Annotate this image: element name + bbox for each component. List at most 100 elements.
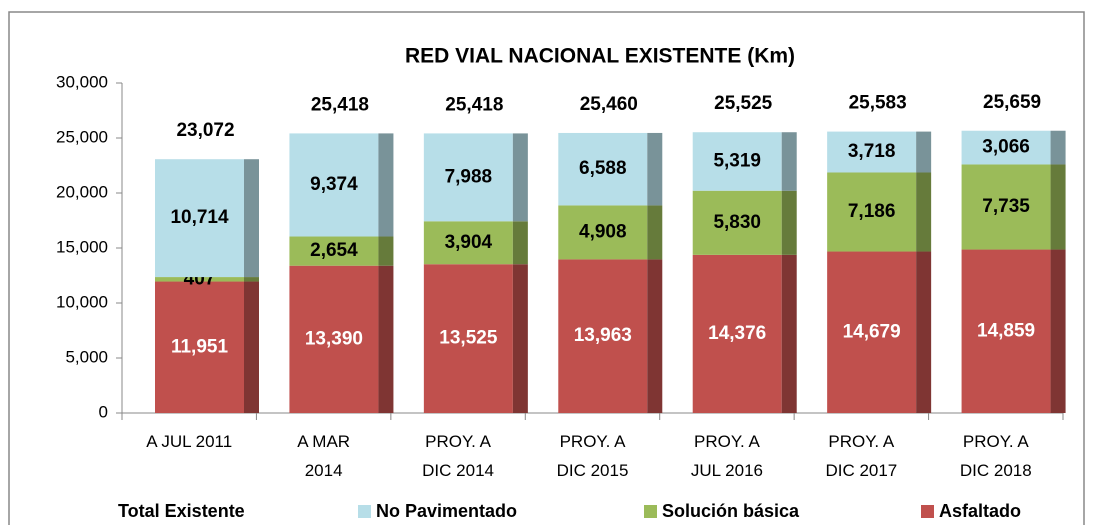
data-label: 4,908: [579, 221, 627, 242]
x-tick-line: PROY. A: [963, 432, 1029, 451]
data-label: 5,830: [713, 212, 761, 233]
bar-segment: [692, 190, 782, 255]
bar-side: [781, 254, 797, 413]
data-label: 3,904: [445, 232, 493, 253]
data-label: 10,714: [170, 207, 229, 228]
bar-side: [781, 190, 797, 255]
y-tick-label: 30,000: [56, 72, 108, 91]
x-tick-line: DIC 2015: [557, 461, 629, 480]
legend-swatch: [358, 505, 371, 518]
bar-segment: [423, 221, 513, 265]
x-tick-line: PROY. A: [560, 432, 626, 451]
y-tick-label: 15,000: [56, 237, 108, 256]
x-tick-label: A MAR 2014: [297, 432, 350, 480]
data-label: 14,376: [708, 323, 766, 344]
bar-side: [244, 277, 259, 282]
y-tick-label: 5,000: [65, 347, 108, 366]
bar-segment: [692, 132, 782, 191]
x-tick-line: DIC 2018: [960, 461, 1032, 480]
bar-side: [647, 205, 663, 260]
bar-side: [916, 251, 932, 413]
x-tick-line: 2014: [305, 461, 343, 480]
bar-segment: [692, 254, 782, 413]
bar-side: [512, 133, 528, 222]
legend-swatch: [644, 505, 657, 518]
data-label: 5,319: [713, 150, 761, 171]
x-tick-line: PROY. A: [425, 432, 491, 451]
legend-label: Total Existente: [118, 501, 245, 521]
bar-segment: [155, 159, 244, 278]
data-label: 7,735: [982, 196, 1030, 217]
bar-side: [647, 259, 663, 413]
bar-segment: [961, 249, 1051, 413]
bar-segment: [558, 132, 648, 206]
bar-side: [378, 133, 394, 237]
bar-segment: [289, 265, 379, 413]
bar-segment: [423, 264, 513, 413]
bar-segment: [827, 131, 917, 173]
bar-segment: [558, 259, 648, 413]
total-label: 25,460: [580, 94, 638, 115]
data-label: 13,525: [439, 328, 498, 349]
bar-side: [1050, 164, 1066, 250]
data-label: 2,654: [310, 240, 358, 261]
bar-segment: [961, 130, 1051, 165]
x-tick-line: A JUL 2011: [146, 432, 232, 451]
y-tick-label: 0: [99, 402, 108, 421]
bar-segment: [558, 205, 648, 260]
x-tick-line: PROY. A: [694, 432, 760, 451]
bar-side: [647, 132, 663, 206]
bar-segment: [289, 236, 379, 266]
x-tick-label: PROY. A DIC 2017: [825, 432, 897, 480]
y-tick-label: 25,000: [56, 127, 108, 146]
x-tick-label: PROY. A JUL 2016: [691, 432, 763, 480]
data-label: 7,988: [445, 166, 493, 187]
bar-side: [512, 221, 528, 265]
total-label: 25,659: [983, 92, 1041, 113]
bar-side: [916, 131, 932, 173]
data-label: 13,963: [574, 325, 632, 346]
legend-label: Asfaltado: [939, 501, 1021, 521]
y-tick-label: 10,000: [56, 292, 108, 311]
bar-side: [781, 132, 797, 191]
legend-swatch: [921, 505, 934, 518]
legend-label: No Pavimentado: [376, 501, 517, 521]
bar-segment: [827, 251, 917, 413]
x-tick-label: PROY. A DIC 2018: [960, 432, 1032, 480]
data-label: 3,718: [848, 141, 896, 162]
bar-side: [378, 265, 394, 413]
data-label: 13,390: [305, 328, 363, 349]
data-label: 3,066: [982, 137, 1030, 158]
total-label: 25,525: [714, 93, 773, 114]
x-tick-line: DIC 2014: [422, 461, 494, 480]
x-tick-label: PROY. A DIC 2014: [422, 432, 494, 480]
chart-title: RED VIAL NACIONAL EXISTENTE (Km): [405, 45, 795, 68]
y-tick-label: 20,000: [56, 182, 108, 201]
bar-side: [244, 281, 259, 413]
x-tick-line: JUL 2016: [691, 461, 763, 480]
total-label: 23,072: [176, 120, 234, 141]
total-label: 25,418: [311, 94, 369, 115]
bar-side: [1050, 130, 1066, 165]
data-label: 7,186: [848, 201, 896, 222]
chart-frame: [8, 11, 1085, 525]
bar-side: [512, 264, 528, 413]
x-tick-line: DIC 2017: [825, 461, 897, 480]
data-label: 9,374: [310, 174, 358, 195]
data-label: 14,679: [843, 321, 901, 342]
bar-side: [916, 172, 932, 252]
bar-segment: [155, 281, 244, 413]
bar-segment: [423, 133, 513, 222]
total-label: 25,583: [849, 93, 907, 114]
x-tick-label: PROY. A DIC 2015: [557, 432, 629, 480]
bar-segment: [289, 133, 379, 237]
data-label: 14,859: [977, 320, 1035, 341]
bar-side: [244, 159, 259, 278]
legend-label: Solución básica: [662, 501, 800, 521]
bar-segment: [827, 172, 917, 252]
data-label: 6,588: [579, 158, 627, 179]
bar-side: [1050, 249, 1066, 413]
total-label: 25,418: [445, 94, 503, 115]
data-label: 11,951: [171, 336, 228, 357]
